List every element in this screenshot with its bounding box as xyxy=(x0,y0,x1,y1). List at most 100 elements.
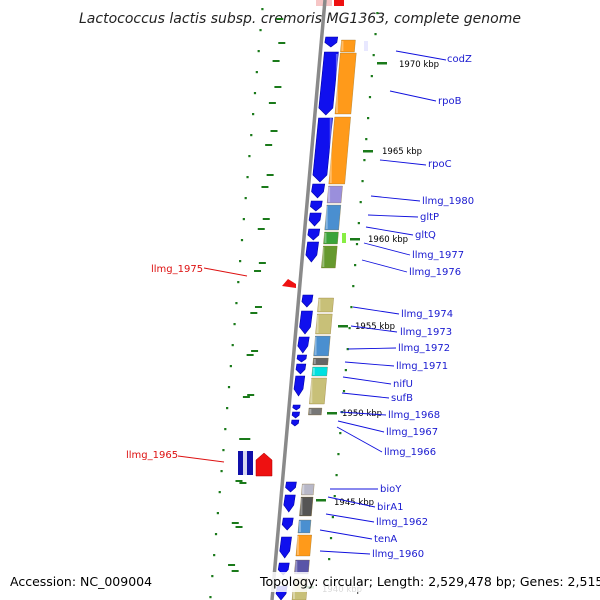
tick-dash xyxy=(276,18,284,20)
gene-label-codZ[interactable]: codZ xyxy=(447,54,472,65)
gene-label-rpoB[interactable]: rpoB xyxy=(438,96,462,107)
tick-dash xyxy=(278,42,286,44)
tick-dot xyxy=(372,54,375,57)
gene-label-rpoC[interactable]: rpoC xyxy=(428,159,452,170)
leader-line xyxy=(325,513,375,523)
gene-rpoB-box xyxy=(334,52,357,115)
gene-label-llmg-1975[interactable]: llmg_1975 xyxy=(151,264,203,275)
gene-label-llmg-1968[interactable]: llmg_1968 xyxy=(388,410,440,421)
gene-label-llmg-1971[interactable]: llmg_1971 xyxy=(396,361,448,372)
forward-arrow xyxy=(305,241,319,263)
gene-label-llmg-1980[interactable]: llmg_1980 xyxy=(422,196,474,207)
tick-dash xyxy=(257,228,265,230)
gene-label-llmg-1962[interactable]: llmg_1962 xyxy=(376,517,428,528)
leader-line xyxy=(342,376,392,385)
forward-arrow xyxy=(324,36,339,48)
gene-label-llmg-1965[interactable]: llmg_1965 xyxy=(126,450,178,461)
gene-llmg-1962-box-shine xyxy=(298,521,301,532)
top-edge-gene-fragment xyxy=(334,0,344,6)
kbp-tick xyxy=(338,325,348,328)
tick-dot xyxy=(359,201,362,204)
gene-features xyxy=(238,39,368,600)
gene-sufB-box xyxy=(309,377,327,405)
gene-llmg-1971-box xyxy=(312,357,329,366)
tick-dot xyxy=(259,29,262,32)
gene-label-llmg-1966[interactable]: llmg_1966 xyxy=(384,447,436,458)
leader-line xyxy=(395,50,447,61)
forward-arrow xyxy=(291,419,300,427)
leader-line xyxy=(341,392,390,399)
gene-sufB-box-shine xyxy=(310,379,313,403)
forward-arrow xyxy=(285,481,297,493)
gene-gltQ-accent xyxy=(342,233,346,243)
tick-dot xyxy=(226,407,229,410)
gene-llmg-1972-box xyxy=(313,335,331,357)
tick-dot xyxy=(213,554,216,557)
gene-gltQ-box-shine xyxy=(324,233,327,243)
gene-llmg-1973-box-shine xyxy=(316,315,319,333)
gene-label-llmg-1972[interactable]: llmg_1972 xyxy=(398,343,450,354)
tick-dash xyxy=(266,174,274,176)
gene-label-nifU[interactable]: nifU xyxy=(393,379,413,390)
leader-line xyxy=(177,455,225,463)
tick-dot xyxy=(214,533,218,536)
gene-label-llmg-1967[interactable]: llmg_1967 xyxy=(386,427,438,438)
gene-label-gltQ[interactable]: gltQ xyxy=(415,230,436,241)
tick-dash xyxy=(231,570,239,572)
leader-line xyxy=(336,426,383,453)
kbp-tick xyxy=(377,62,387,65)
gene-llmg-1968-box xyxy=(308,407,323,416)
kbp-tick xyxy=(350,238,360,241)
gene-llmg-1977-box xyxy=(321,245,338,269)
gene-label-birA1[interactable]: birA1 xyxy=(377,502,403,513)
tick-dash xyxy=(258,262,266,264)
kbp-tick xyxy=(316,499,326,502)
forward-arrow xyxy=(308,212,322,227)
tick-dot xyxy=(229,365,232,368)
gene-label-llmg-1977[interactable]: llmg_1977 xyxy=(412,250,464,261)
gene-llmg-1972-box-shine xyxy=(314,337,317,355)
leader-line xyxy=(203,267,248,277)
tick-dot xyxy=(246,176,249,179)
gene-label-llmg-1976[interactable]: llmg_1976 xyxy=(409,267,461,278)
gene-label-llmg-1960[interactable]: llmg_1960 xyxy=(372,549,424,560)
tick-dot xyxy=(328,558,331,561)
leader-line xyxy=(350,325,398,333)
gene-label-llmg-1974[interactable]: llmg_1974 xyxy=(401,309,453,320)
gene-label-gltP[interactable]: gltP xyxy=(420,212,439,223)
tick-dot xyxy=(354,264,357,267)
leader-line xyxy=(319,550,371,555)
tick-dash xyxy=(235,526,243,528)
gene-birA1-box-shine xyxy=(300,498,303,515)
gene-llmg-1965-light-stripe xyxy=(243,451,247,475)
tick-dot xyxy=(218,491,221,494)
tick-dot xyxy=(233,323,236,326)
tick-dot xyxy=(257,50,260,53)
gene-llmg-1980-box xyxy=(326,185,343,204)
gene-rpoC-box xyxy=(328,116,351,185)
leader-line xyxy=(379,159,427,166)
tick-dot xyxy=(209,596,212,599)
tick-dot xyxy=(216,512,219,515)
kbp-tick xyxy=(327,412,337,415)
gene-label-bioY[interactable]: bioY xyxy=(380,484,402,495)
gene-rpoB-box-shine xyxy=(335,54,338,113)
tick-dash xyxy=(239,438,247,440)
tick-dot xyxy=(237,281,240,284)
gene-label-tenA[interactable]: tenA xyxy=(374,534,397,545)
tick-dot xyxy=(367,117,370,120)
gene-llmg-1974-box-shine xyxy=(318,299,321,311)
tick-dot xyxy=(224,428,227,431)
tick-dash xyxy=(247,394,255,396)
tick-dash xyxy=(261,186,269,188)
tick-dash xyxy=(228,564,236,566)
forward-arrow xyxy=(292,404,301,411)
gene-codZ-box-shine xyxy=(341,41,344,51)
gene-label-llmg-1973[interactable]: llmg_1973 xyxy=(400,327,452,338)
tick-dot xyxy=(250,134,253,137)
tick-dash xyxy=(243,438,251,440)
tick-dot xyxy=(352,285,355,288)
leader-line xyxy=(337,420,385,433)
gene-label-sufB[interactable]: sufB xyxy=(391,393,413,404)
